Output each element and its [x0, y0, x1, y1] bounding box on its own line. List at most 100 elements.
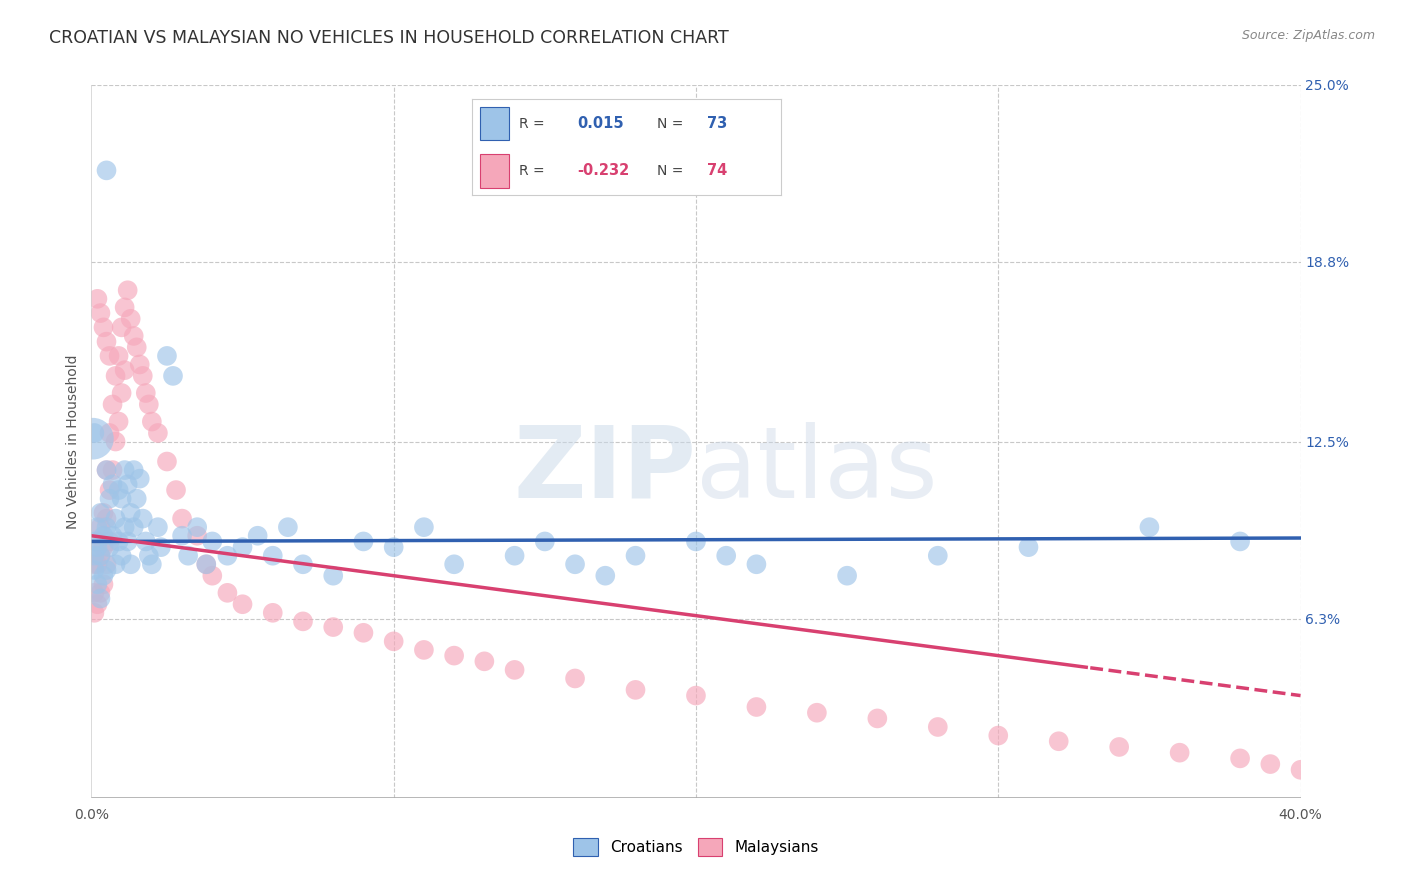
Point — [322, 568, 344, 582]
Point — [128, 358, 150, 372]
Point — [132, 511, 155, 525]
Point — [101, 397, 124, 411]
Point — [503, 663, 526, 677]
Point — [96, 520, 118, 534]
Point — [86, 577, 108, 591]
Point — [114, 520, 136, 534]
Point — [89, 549, 111, 563]
Point — [86, 540, 108, 554]
Point — [83, 586, 105, 600]
Point — [352, 625, 374, 640]
Point — [114, 363, 136, 377]
Point — [101, 529, 124, 543]
Point — [685, 534, 707, 549]
Point — [117, 534, 139, 549]
Point — [89, 506, 111, 520]
Point — [86, 520, 108, 534]
Point — [146, 520, 169, 534]
Point — [83, 558, 105, 572]
Point — [101, 477, 124, 491]
Point — [93, 577, 115, 591]
Point — [217, 586, 239, 600]
Point — [98, 534, 121, 549]
Point — [98, 349, 121, 363]
Point — [714, 549, 737, 563]
Point — [149, 540, 172, 554]
Point — [177, 549, 200, 563]
Point — [122, 463, 145, 477]
Point — [83, 549, 105, 563]
Point — [835, 568, 858, 582]
Point — [93, 506, 115, 520]
Point — [107, 415, 129, 429]
Point — [172, 529, 194, 543]
Text: ZIP: ZIP — [513, 422, 696, 518]
Point — [186, 529, 208, 543]
Point — [443, 648, 465, 663]
Point — [1260, 757, 1282, 772]
Point — [89, 549, 111, 563]
Point — [624, 549, 647, 563]
Point — [96, 463, 118, 477]
Point — [1289, 763, 1312, 777]
Point — [83, 425, 105, 440]
Point — [122, 329, 145, 343]
Text: Source: ZipAtlas.com: Source: ZipAtlas.com — [1241, 29, 1375, 42]
Point — [89, 306, 111, 320]
Point — [104, 511, 127, 525]
Point — [595, 568, 617, 582]
Point — [138, 397, 160, 411]
Point — [745, 558, 768, 572]
Point — [195, 558, 218, 572]
Point — [1229, 534, 1251, 549]
Point — [93, 568, 115, 582]
Point — [86, 558, 108, 572]
Point — [201, 534, 224, 549]
Point — [104, 558, 127, 572]
Point — [98, 540, 121, 554]
Point — [382, 634, 405, 648]
Point — [107, 534, 129, 549]
Point — [114, 301, 136, 315]
Point — [122, 520, 145, 534]
Point — [89, 586, 111, 600]
Point — [111, 549, 132, 563]
Point — [382, 540, 405, 554]
Point — [96, 334, 118, 349]
Point — [685, 689, 707, 703]
Point — [292, 558, 315, 572]
Point — [98, 491, 121, 506]
Point — [987, 729, 1010, 743]
Point — [564, 672, 586, 686]
Point — [246, 529, 269, 543]
Point — [86, 534, 108, 549]
Point — [443, 558, 465, 572]
Point — [128, 472, 150, 486]
Point — [1018, 540, 1040, 554]
Point — [120, 311, 142, 326]
Point — [120, 506, 142, 520]
Text: atlas: atlas — [696, 422, 938, 518]
Point — [104, 368, 127, 383]
Point — [195, 558, 218, 572]
Point — [93, 529, 115, 543]
Point — [107, 349, 129, 363]
Point — [111, 491, 132, 506]
Point — [1047, 734, 1070, 748]
Point — [111, 386, 132, 401]
Point — [86, 292, 108, 306]
Point — [125, 340, 148, 354]
Point — [262, 549, 284, 563]
Point — [352, 534, 374, 549]
Point — [927, 549, 949, 563]
Point — [172, 511, 194, 525]
Point — [82, 432, 104, 446]
Point — [292, 615, 315, 629]
Point — [201, 568, 224, 582]
Point — [533, 534, 555, 549]
Point — [927, 720, 949, 734]
Point — [93, 320, 115, 334]
Point — [186, 520, 208, 534]
Point — [98, 483, 121, 497]
Point — [135, 386, 157, 401]
